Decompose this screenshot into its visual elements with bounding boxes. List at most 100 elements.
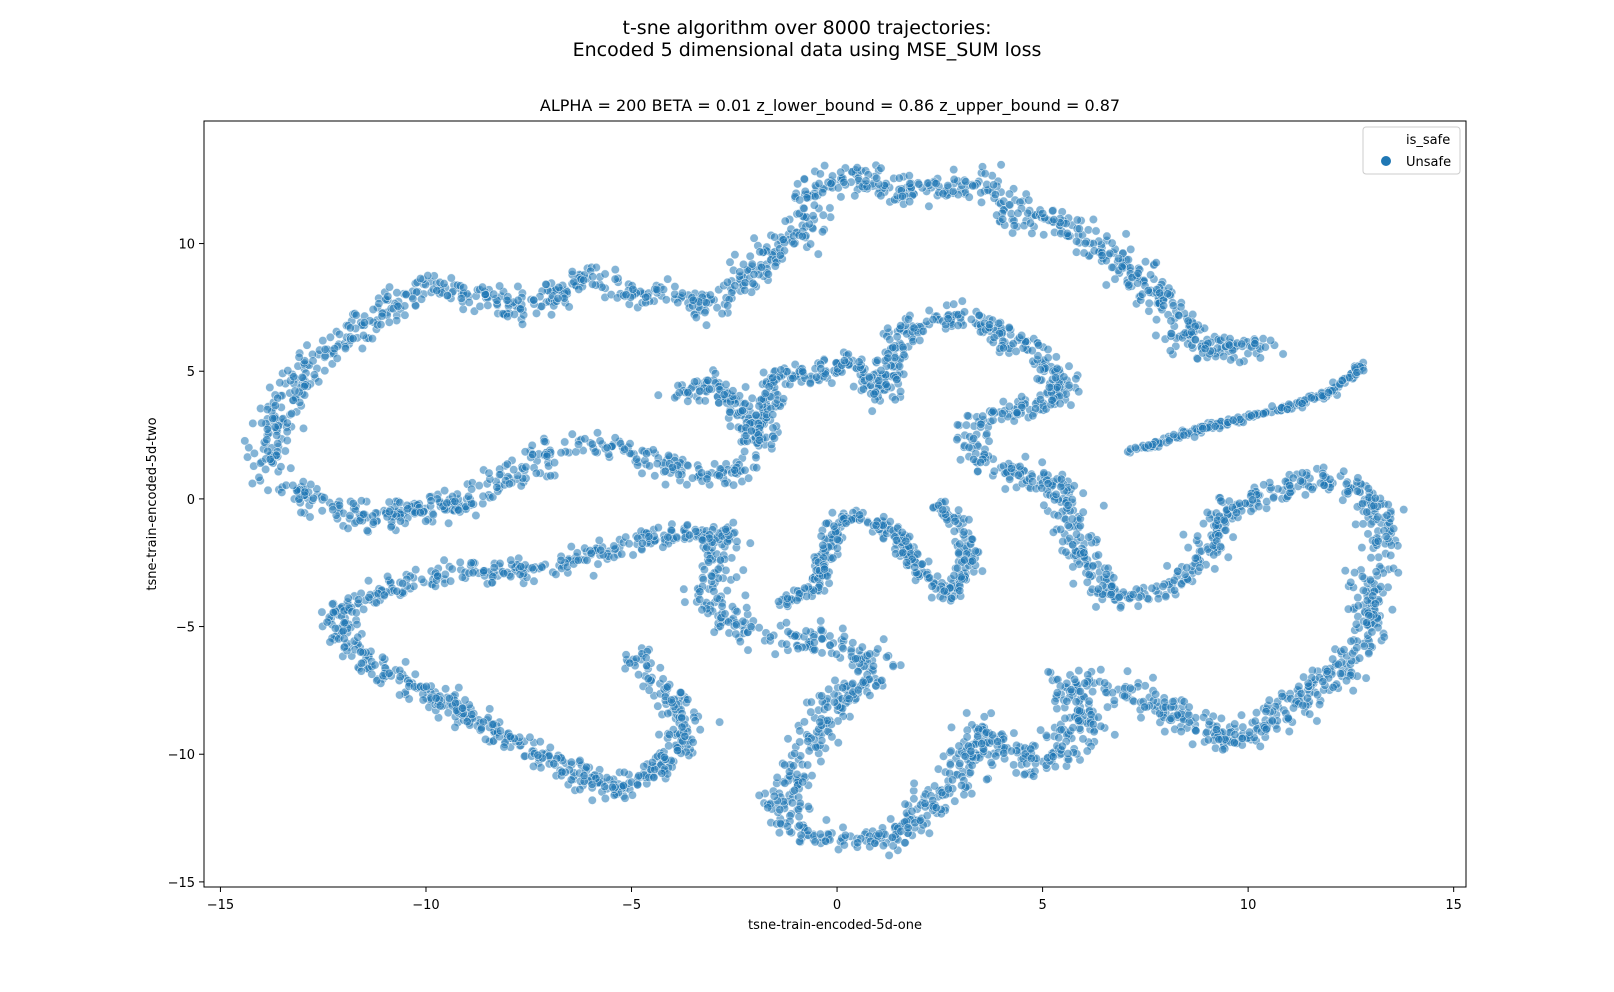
scatter-point: [1052, 688, 1062, 698]
scatter-point: [1055, 399, 1065, 409]
scatter-point: [330, 344, 340, 354]
scatter-point: [1130, 443, 1140, 453]
scatter-point: [909, 323, 919, 333]
scatter-point: [1047, 395, 1057, 405]
scatter-point: [386, 522, 396, 532]
scatter-point: [270, 400, 280, 410]
scatter-point: [370, 660, 380, 670]
scatter-point: [780, 778, 790, 788]
scatter-point: [748, 278, 758, 288]
scatter-point: [1072, 529, 1082, 539]
scatter-point: [1260, 342, 1270, 352]
scatter-point: [529, 295, 539, 305]
scatter-point: [872, 355, 882, 365]
scatter-point: [1072, 247, 1082, 257]
scatter-point: [566, 757, 576, 767]
scatter-point: [805, 239, 815, 249]
scatter-point: [945, 760, 955, 770]
scatter-point: [903, 314, 913, 324]
scatter-point: [1322, 666, 1332, 676]
scatter-point: [351, 310, 361, 320]
scatter-point: [886, 814, 896, 824]
scatter-point: [853, 685, 863, 695]
scatter-point: [1216, 713, 1226, 723]
scatter-point: [356, 496, 366, 506]
scatter-point: [815, 169, 825, 179]
scatter-point: [489, 562, 499, 572]
scatter-point: [286, 463, 296, 473]
scatter-point: [1036, 725, 1046, 735]
scatter-point: [1035, 365, 1045, 375]
scatter-point: [1143, 285, 1153, 295]
scatter-point: [1203, 735, 1213, 745]
scatter-point: [698, 535, 708, 545]
scatter-point: [641, 292, 651, 302]
scatter-point: [799, 204, 809, 214]
scatter-point: [998, 343, 1008, 353]
scatter-point: [383, 571, 393, 581]
scatter-point: [495, 281, 505, 291]
scatter-point: [575, 755, 585, 765]
scatter-point: [1258, 334, 1268, 344]
scatter-point: [1373, 512, 1383, 522]
scatter-point: [384, 497, 394, 507]
scatter-point: [890, 395, 900, 405]
scatter-point: [1144, 306, 1154, 316]
scatter-point: [751, 453, 761, 463]
scatter-point: [1269, 493, 1279, 503]
scatter-point: [663, 682, 673, 692]
scatter-point: [798, 777, 808, 787]
scatter-point: [401, 290, 411, 300]
scatter-point: [1389, 524, 1399, 534]
scatter-point: [831, 649, 841, 659]
scatter-point: [377, 311, 387, 321]
scatter-point: [952, 435, 962, 445]
scatter-point: [489, 289, 499, 299]
scatter-point: [839, 631, 849, 641]
scatter-point: [374, 299, 384, 309]
scatter-point: [1039, 468, 1049, 478]
scatter-point: [1323, 388, 1333, 398]
scatter-point: [1168, 697, 1178, 707]
scatter-point: [731, 629, 741, 639]
scatter-point: [1297, 468, 1307, 478]
scatter-point: [294, 352, 304, 362]
scatter-point: [999, 748, 1009, 758]
scatter-point: [556, 555, 566, 565]
scatter-point: [317, 506, 327, 516]
scatter-point: [1059, 372, 1069, 382]
scatter-point: [1056, 725, 1066, 735]
scatter-point: [557, 767, 567, 777]
scatter-point: [975, 457, 985, 467]
scatter-point: [687, 473, 697, 483]
scatter-point: [564, 302, 574, 312]
scatter-point: [529, 576, 539, 586]
scatter-point: [873, 644, 883, 654]
scatter-point: [653, 523, 663, 533]
scatter-point: [683, 695, 693, 705]
scatter-point: [898, 342, 908, 352]
scatter-point: [775, 818, 785, 828]
scatter-point: [1079, 548, 1089, 558]
scatter-point: [695, 594, 705, 604]
scatter-point: [1107, 238, 1117, 248]
scatter-point: [931, 803, 941, 813]
scatter-point: [1250, 339, 1260, 349]
scatter-point: [865, 690, 875, 700]
scatter-point: [458, 703, 468, 713]
scatter-point: [1289, 703, 1299, 713]
scatter-point: [909, 778, 919, 788]
scatter-point: [339, 634, 349, 644]
scatter-point: [954, 741, 964, 751]
scatter-point: [827, 732, 837, 742]
scatter-point: [682, 480, 692, 490]
scatter-point: [421, 681, 431, 691]
scatter-point: [721, 379, 731, 389]
scatter-point: [1141, 257, 1151, 267]
scatter-point: [1060, 713, 1070, 723]
scatter-point: [610, 433, 620, 443]
scatter-point: [824, 684, 834, 694]
scatter-point: [1105, 249, 1115, 259]
scatter-point: [1353, 473, 1363, 483]
scatter-point: [1096, 665, 1106, 675]
